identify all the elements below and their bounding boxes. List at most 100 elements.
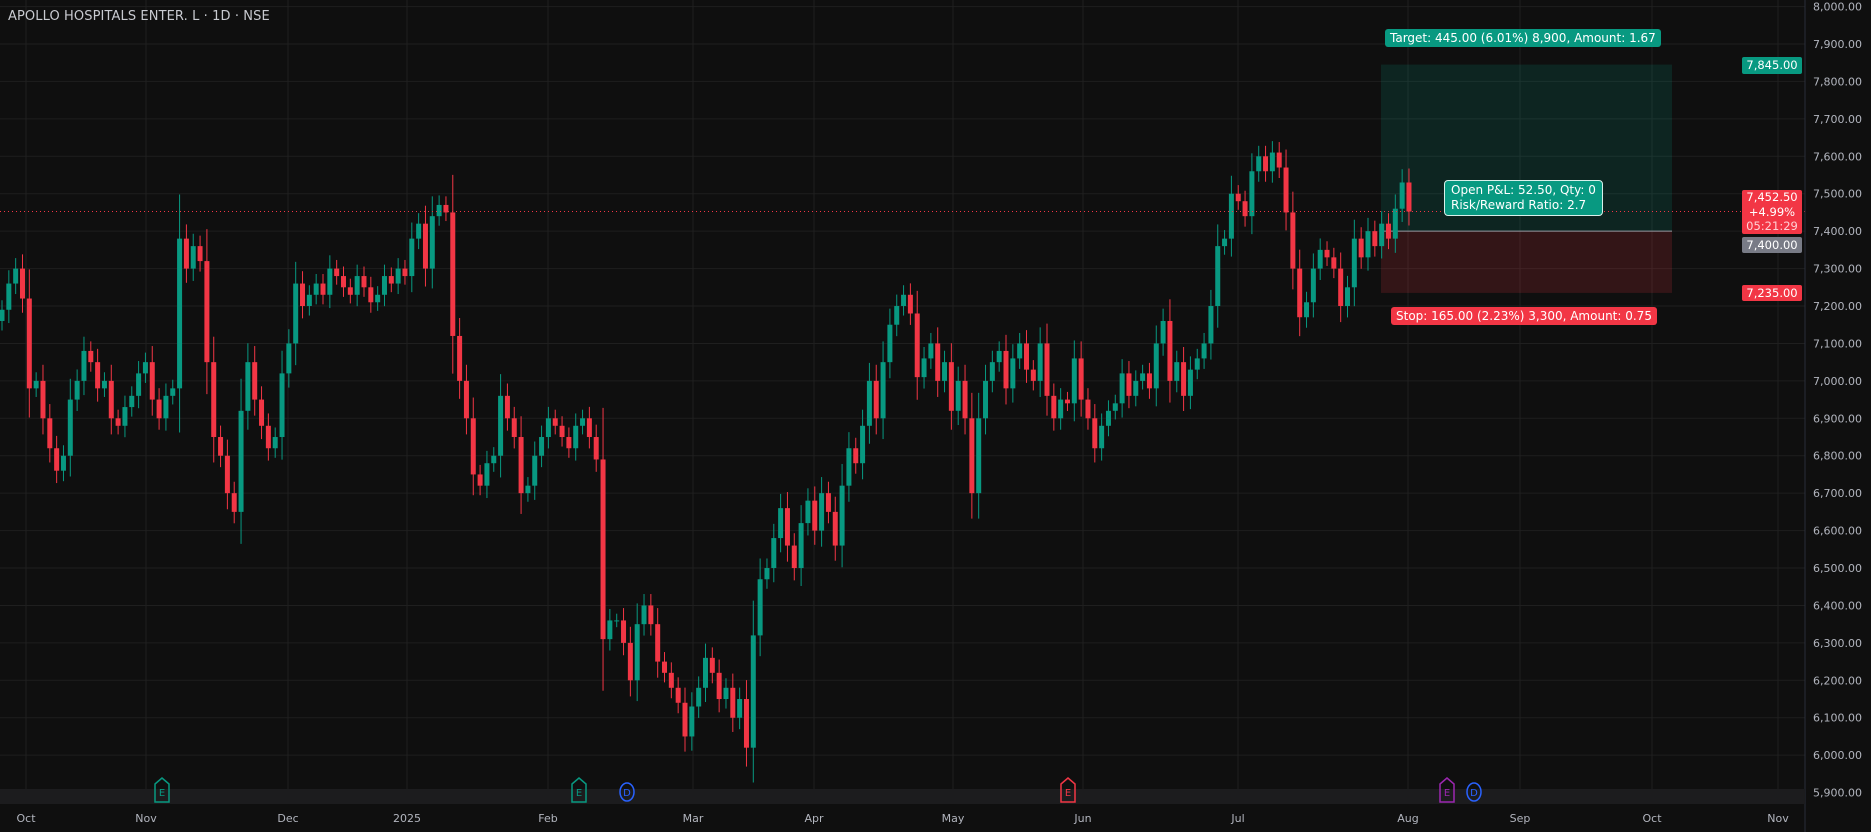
candle-body bbox=[580, 418, 586, 426]
candle-body bbox=[224, 455, 230, 494]
candle-body bbox=[1092, 418, 1098, 449]
candle-body bbox=[812, 500, 818, 531]
candle-body bbox=[1194, 358, 1200, 370]
candle-body bbox=[416, 223, 422, 239]
candle-body bbox=[832, 511, 838, 546]
candle-body bbox=[921, 358, 927, 378]
candle-body bbox=[334, 268, 340, 277]
x-tick-label: Jul bbox=[1230, 812, 1244, 825]
x-tick-label: Nov bbox=[1767, 812, 1789, 825]
candle-body bbox=[463, 380, 469, 419]
candle-body bbox=[1174, 362, 1180, 381]
y-tick-label: 7,700.00 bbox=[1813, 113, 1862, 126]
target-price-badge: 7,845.00 bbox=[1742, 57, 1802, 74]
candle-body bbox=[1379, 223, 1385, 247]
pnl-label[interactable]: Open P&L: 52.50, Qty: 0 Risk/Reward Rati… bbox=[1444, 180, 1603, 216]
stop-price-badge: 7,235.00 bbox=[1742, 285, 1802, 301]
candle-body bbox=[347, 287, 353, 295]
candle-body bbox=[95, 362, 101, 389]
bar-countdown: 05:21:29 bbox=[1746, 219, 1798, 233]
candle-body bbox=[450, 212, 456, 336]
candle-body bbox=[866, 380, 872, 426]
candle-body bbox=[1119, 373, 1125, 404]
y-tick-label: 8,000.00 bbox=[1813, 1, 1862, 14]
candle-body bbox=[1228, 193, 1234, 239]
candle-body bbox=[764, 568, 770, 580]
candle-body bbox=[1317, 249, 1323, 269]
earnings-event-icon bbox=[1060, 777, 1076, 803]
risk-reward-line: Risk/Reward Ratio: 2.7 bbox=[1451, 198, 1587, 212]
y-tick-label: 6,300.00 bbox=[1813, 637, 1862, 650]
candle-body bbox=[1153, 343, 1159, 389]
candle-body bbox=[163, 395, 169, 419]
candle-body bbox=[156, 399, 162, 419]
candle-body bbox=[1269, 152, 1275, 172]
candle-body bbox=[983, 380, 989, 419]
event-letter: E bbox=[1444, 788, 1450, 799]
candle-body bbox=[819, 493, 825, 531]
candle-body bbox=[942, 362, 948, 381]
candle-body bbox=[1351, 238, 1357, 288]
candle-body bbox=[682, 702, 688, 737]
candle-body bbox=[484, 463, 490, 486]
candle-body bbox=[627, 642, 633, 681]
event-letter: D bbox=[623, 788, 631, 799]
candle-body bbox=[1215, 246, 1221, 307]
candle-body bbox=[177, 238, 183, 389]
y-tick-label: 7,200.00 bbox=[1813, 300, 1862, 313]
candle-body bbox=[621, 620, 627, 643]
candle-body bbox=[559, 425, 565, 438]
event-letter: E bbox=[1065, 788, 1071, 799]
candle-body bbox=[149, 362, 155, 400]
candle-body bbox=[1024, 343, 1029, 370]
candle-body bbox=[1290, 212, 1296, 269]
candle-body bbox=[689, 706, 695, 737]
candle-body bbox=[1003, 350, 1009, 389]
candle-body bbox=[211, 362, 217, 438]
candle-body bbox=[1064, 399, 1070, 404]
candle-body bbox=[976, 418, 982, 494]
candle-body bbox=[183, 238, 189, 269]
candle-body bbox=[1263, 156, 1269, 172]
candle-body bbox=[518, 437, 524, 494]
candle-body bbox=[1208, 306, 1214, 344]
candle-body bbox=[108, 380, 114, 419]
candle-body bbox=[402, 268, 408, 277]
candle-body bbox=[361, 276, 367, 288]
candle-body bbox=[1133, 380, 1139, 396]
candle-body bbox=[1187, 369, 1193, 396]
dividend-event-icon bbox=[1466, 782, 1482, 802]
pnl-line: Open P&L: 52.50, Qty: 0 bbox=[1451, 183, 1596, 197]
candle-body bbox=[737, 699, 743, 718]
candle-body bbox=[1051, 395, 1057, 419]
candle-body bbox=[805, 500, 811, 524]
candle-body bbox=[566, 437, 572, 449]
candle-body bbox=[60, 455, 66, 471]
candle-body bbox=[26, 298, 32, 389]
x-tick-label: Feb bbox=[538, 812, 557, 825]
candle-body bbox=[1222, 238, 1228, 247]
candle-body bbox=[1146, 373, 1152, 389]
candle-body bbox=[907, 294, 913, 314]
candle-body bbox=[33, 380, 39, 389]
candle-body bbox=[771, 538, 777, 569]
entry-price-badge: 7,400.00 bbox=[1742, 237, 1802, 253]
candle-body bbox=[67, 399, 73, 456]
candle-body bbox=[716, 672, 722, 700]
candle-body bbox=[388, 276, 394, 284]
candle-body bbox=[1256, 156, 1262, 172]
candle-body bbox=[259, 399, 265, 426]
candle-body bbox=[245, 362, 251, 411]
candle-body bbox=[1345, 287, 1351, 307]
candle-body bbox=[327, 268, 333, 295]
candle-body bbox=[1358, 238, 1364, 258]
y-tick-label: 6,800.00 bbox=[1813, 450, 1862, 463]
candle-body bbox=[429, 216, 435, 269]
candle-body bbox=[1310, 268, 1316, 303]
event-letter: E bbox=[576, 788, 582, 799]
candle-body bbox=[709, 657, 715, 673]
candle-body bbox=[750, 635, 756, 748]
candle-body bbox=[1105, 410, 1111, 426]
candle-body bbox=[655, 624, 661, 662]
